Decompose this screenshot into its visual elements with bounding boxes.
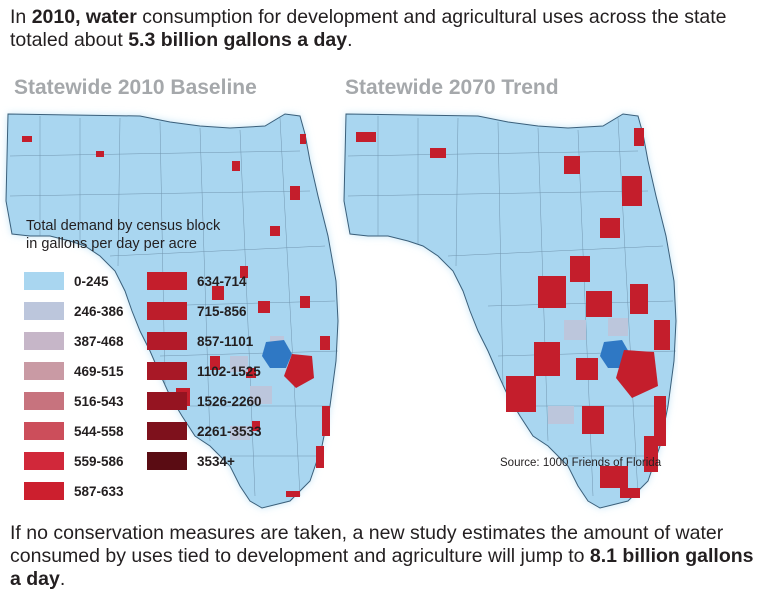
legend-item: 634-714 <box>147 272 247 290</box>
legend-label: 516-543 <box>74 393 124 409</box>
legend-label: 0-245 <box>74 273 109 289</box>
legend-item: 469-515 <box>24 362 124 380</box>
legend-label: 3534+ <box>197 453 235 469</box>
outro-text: If no conservation measures are taken, a… <box>10 522 755 591</box>
legend-label: 587-633 <box>74 483 124 499</box>
legend-label: 1102-1525 <box>197 363 261 379</box>
legend-label: 1526-2260 <box>197 393 262 409</box>
south-hotspot <box>616 350 658 398</box>
intro-part: In <box>10 6 32 28</box>
legend-item: 3534+ <box>147 452 235 470</box>
demand-hotspots <box>356 128 670 498</box>
legend-item: 1526-2260 <box>147 392 262 410</box>
legend-item: 516-543 <box>24 392 124 410</box>
legend-item: 1102-1525 <box>147 362 261 380</box>
county-lines <box>9 116 339 497</box>
legend-label: 387-468 <box>74 333 124 349</box>
map-2070-trend <box>343 113 677 509</box>
south-hotspot <box>284 354 314 388</box>
legend-swatch <box>147 422 187 440</box>
florida-outline <box>343 113 677 509</box>
demand-hotspots <box>22 134 330 497</box>
intro-part: consumption for development and agricult… <box>10 6 727 51</box>
legend-title-line1: Total demand by census block <box>26 218 221 234</box>
intro-part-bold: 5.3 billion gallons a day <box>128 29 348 51</box>
legend-swatch <box>24 362 64 380</box>
legend-item: 0-245 <box>24 272 109 290</box>
legend-swatch <box>147 272 187 290</box>
legend-item: 246-386 <box>24 302 124 320</box>
legend-item: 559-586 <box>24 452 124 470</box>
legend-item: 544-558 <box>24 422 124 440</box>
legend-swatch <box>24 302 64 320</box>
legend-swatch <box>24 332 64 350</box>
legend-title: Total demand by census block in gallons … <box>26 217 220 253</box>
legend-label: 246-386 <box>74 303 124 319</box>
legend-label: 634-714 <box>197 273 247 289</box>
outro-part: . <box>59 568 66 590</box>
intro-text: In 2010, water consumption for developme… <box>10 6 750 52</box>
source-note: Source: 1000 Friends of Florida <box>500 457 662 469</box>
legend-swatch <box>147 332 187 350</box>
legend-swatch <box>147 362 187 380</box>
legend-swatch <box>24 392 64 410</box>
legend-item: 2261-3533 <box>147 422 262 440</box>
legend-swatch <box>147 302 187 320</box>
intro-part: . <box>347 29 353 51</box>
lake-okeechobee <box>262 340 292 368</box>
legend-swatch <box>147 392 187 410</box>
legend-item: 387-468 <box>24 332 124 350</box>
legend-label: 559-586 <box>74 453 124 469</box>
legend-item: 857-1101 <box>147 332 253 350</box>
legend-item: 715-856 <box>147 302 247 320</box>
legend-swatch <box>24 422 64 440</box>
intro-part-bold: 2010, water <box>31 6 137 28</box>
legend-label: 544-558 <box>74 423 124 439</box>
demand-mid <box>548 318 628 424</box>
legend-title-line2: in gallons per day per acre <box>26 236 197 252</box>
map-title-2010: Statewide 2010 Baseline <box>14 76 257 99</box>
legend-swatch <box>24 482 64 500</box>
legend-label: 469-515 <box>74 363 124 379</box>
legend-swatch <box>24 452 64 470</box>
legend-label: 715-856 <box>197 303 247 319</box>
legend-label: 857-1101 <box>197 333 254 349</box>
legend-item: 587-633 <box>24 482 124 500</box>
legend-label: 2261-3533 <box>197 423 262 439</box>
legend-swatch <box>24 272 64 290</box>
map-title-2070: Statewide 2070 Trend <box>345 76 559 99</box>
outro-part: If no conservation measures are taken, a… <box>10 522 724 567</box>
legend-swatch <box>147 452 187 470</box>
